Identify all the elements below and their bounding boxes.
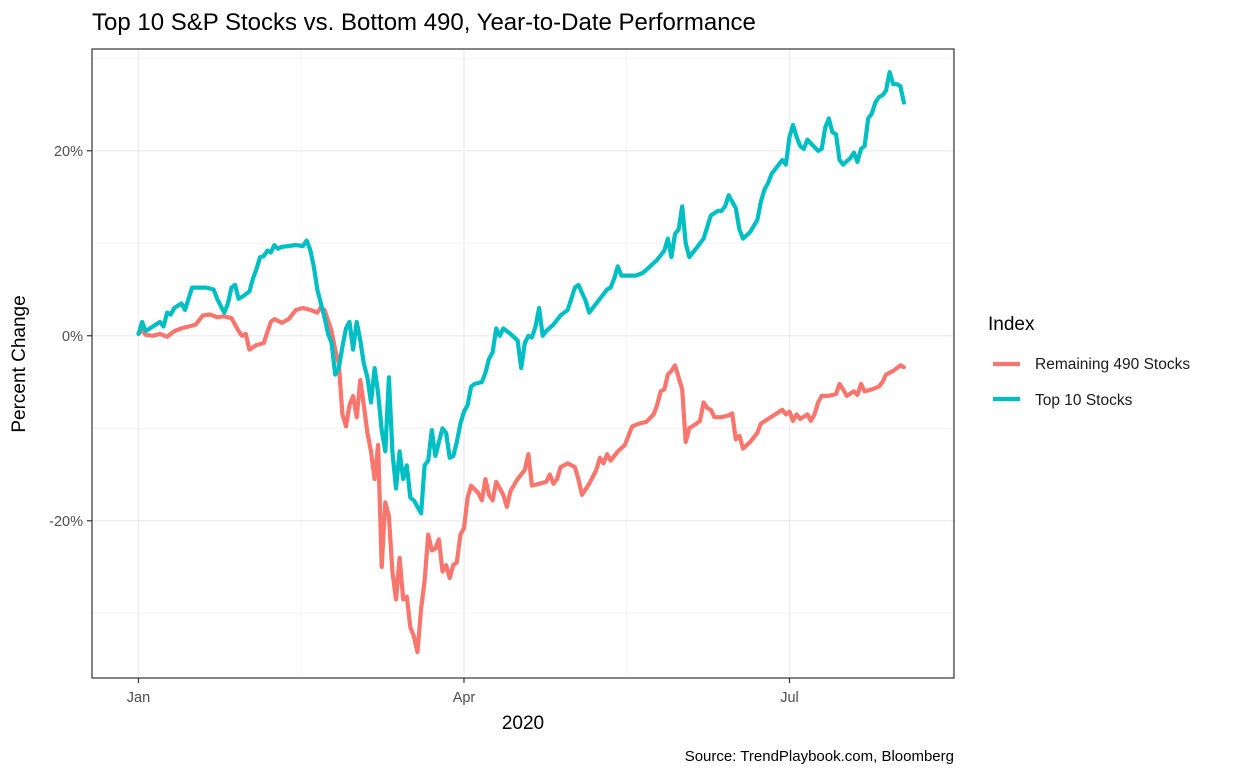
chart-title: Top 10 S&P Stocks vs. Bottom 490, Year-t…	[92, 9, 756, 36]
legend-item-remaining-490[interactable]: Remaining 490 Stocks	[993, 356, 1190, 373]
series-group	[136, 70, 906, 655]
grid	[92, 49, 954, 678]
legend-label-remaining-490: Remaining 490 Stocks	[1035, 356, 1190, 373]
x-axis-title: 2020	[502, 713, 544, 734]
x-tick-label: Apr	[453, 690, 476, 706]
y-axis: -20% 0% 20%	[49, 144, 92, 530]
legend-label-top-10: Top 10 Stocks	[1035, 392, 1133, 409]
y-axis-title: Percent Change	[9, 295, 30, 432]
series-line-remaining-490-stocks	[136, 305, 906, 655]
x-tick-label: Jan	[127, 690, 150, 706]
series-line-top-10-stocks	[136, 70, 906, 516]
y-tick-label: 20%	[54, 144, 83, 160]
x-axis: Jan Apr Jul	[127, 678, 799, 706]
x-tick-label: Jul	[780, 690, 799, 706]
legend-item-top-10[interactable]: Top 10 Stocks	[993, 392, 1133, 409]
y-tick-label: -20%	[49, 514, 83, 530]
source-caption: Source: TrendPlaybook.com, Bloomberg	[685, 748, 954, 765]
plot-panel-border	[91, 48, 955, 679]
legend-title: Index	[988, 314, 1035, 335]
legend: Index Remaining 490 Stocks Top 10 Stocks	[988, 314, 1190, 409]
y-tick-label: 0%	[62, 329, 83, 345]
